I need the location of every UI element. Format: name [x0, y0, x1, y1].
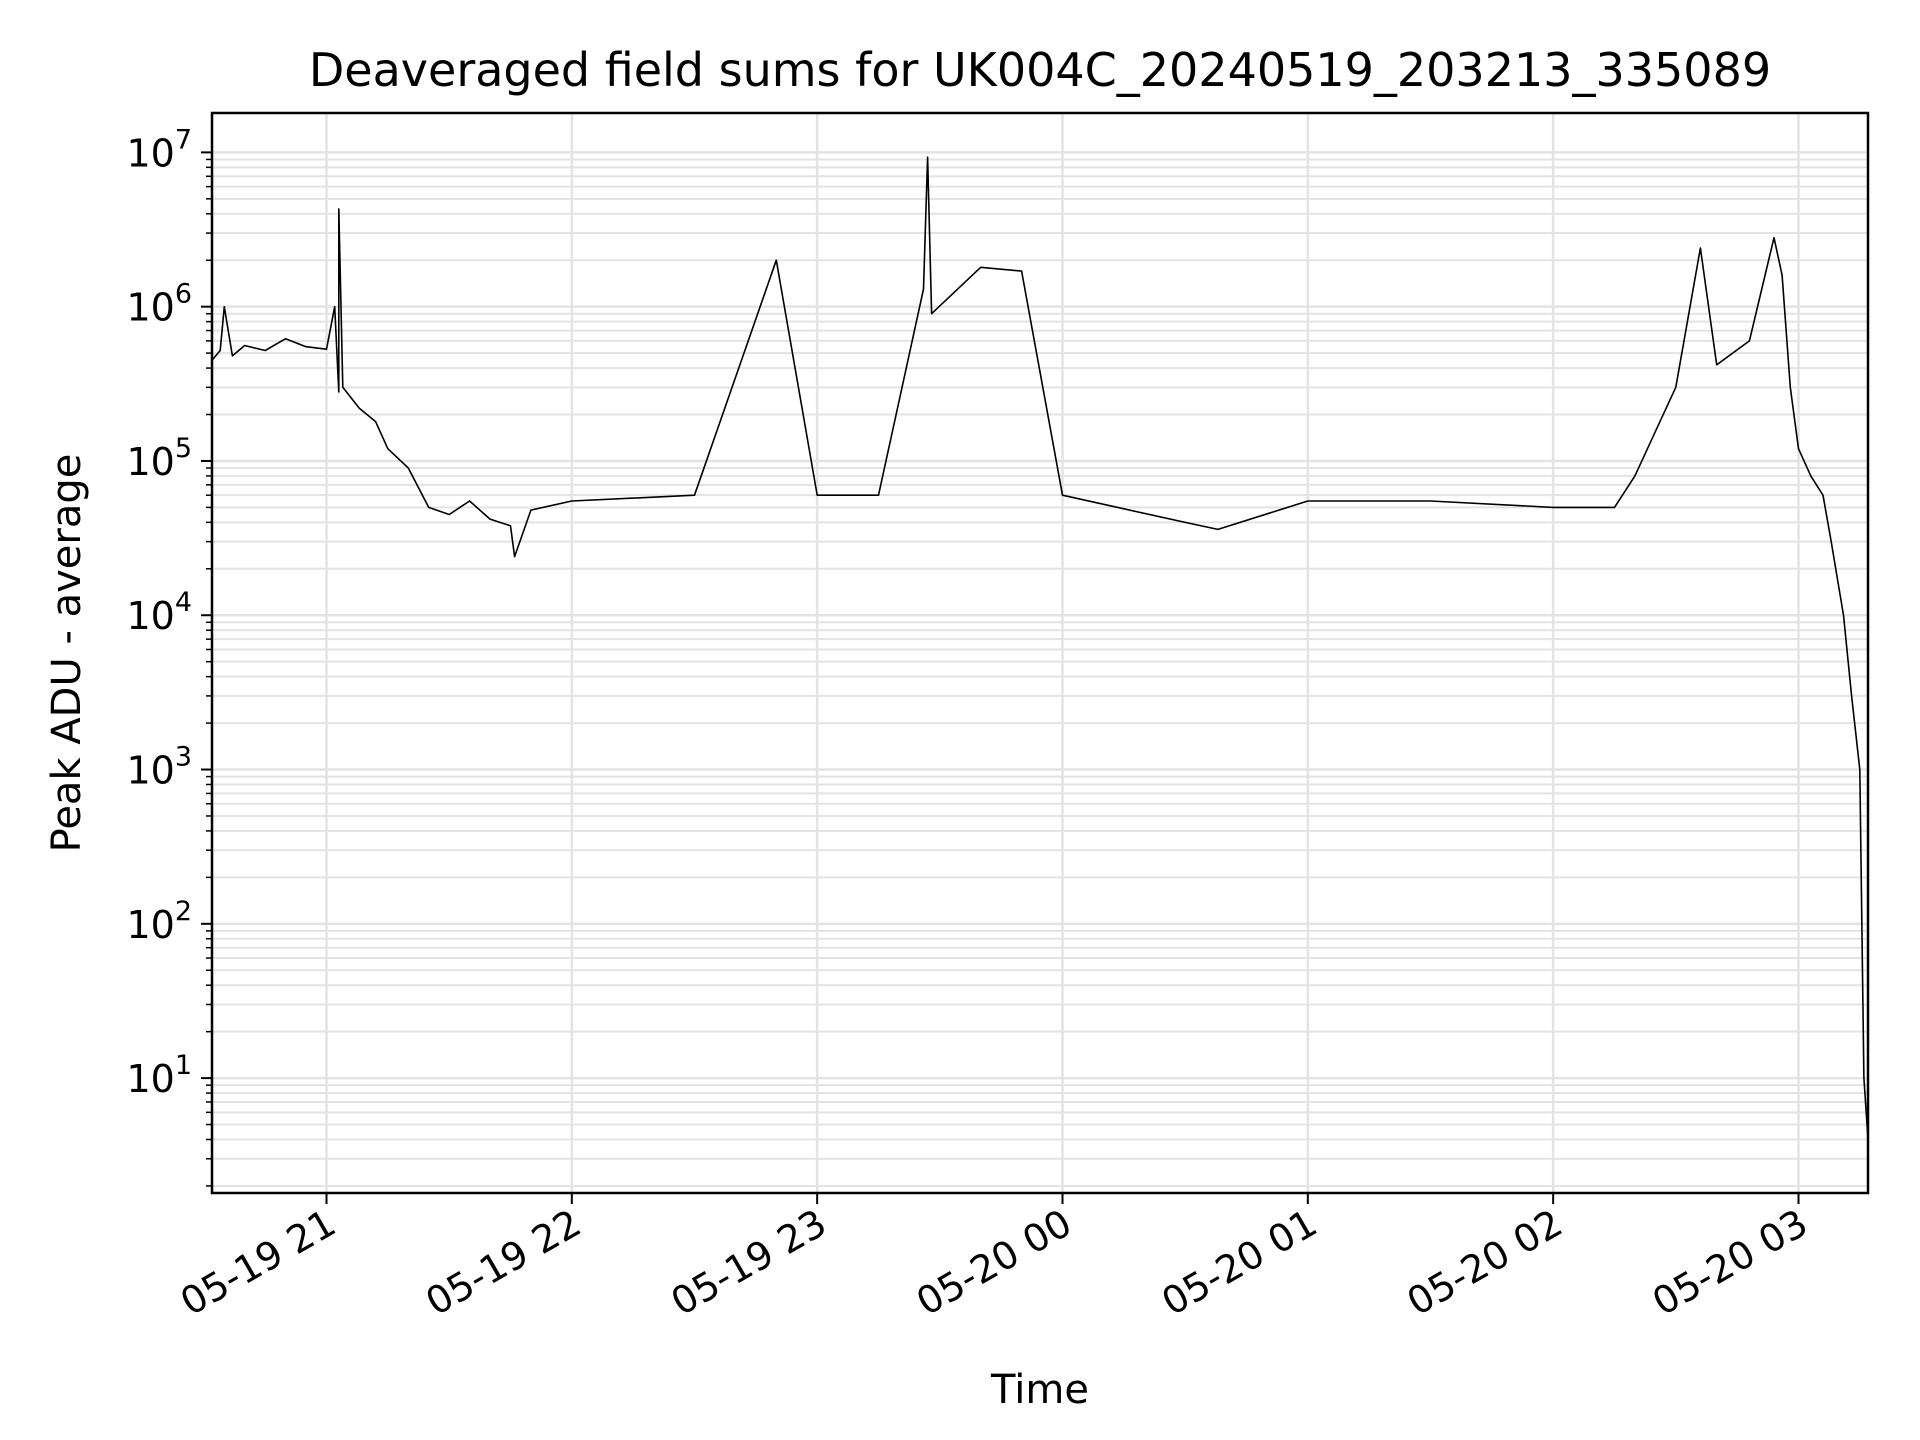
y-tick-label: 104 — [126, 587, 192, 638]
y-tick-label: 102 — [126, 896, 192, 947]
chart-title: Deaveraged field sums for UK004C_2024051… — [309, 43, 1771, 97]
y-axis-ticks: 101 102 103 104 105 106 107 — [126, 124, 212, 1187]
y-tick-label: 103 — [126, 742, 192, 793]
y-tick-label: 105 — [126, 433, 192, 484]
series-line — [211, 156, 1869, 1140]
plot-frame — [210, 111, 1870, 1195]
y-tick-label: 107 — [126, 124, 192, 175]
y-tick-label: 101 — [126, 1050, 192, 1101]
y-axis-label: Peak ADU - average — [44, 454, 90, 853]
series-layer — [211, 156, 1869, 1140]
x-axis-label: Time — [990, 1367, 1089, 1413]
y-tick-label: 106 — [126, 279, 192, 330]
